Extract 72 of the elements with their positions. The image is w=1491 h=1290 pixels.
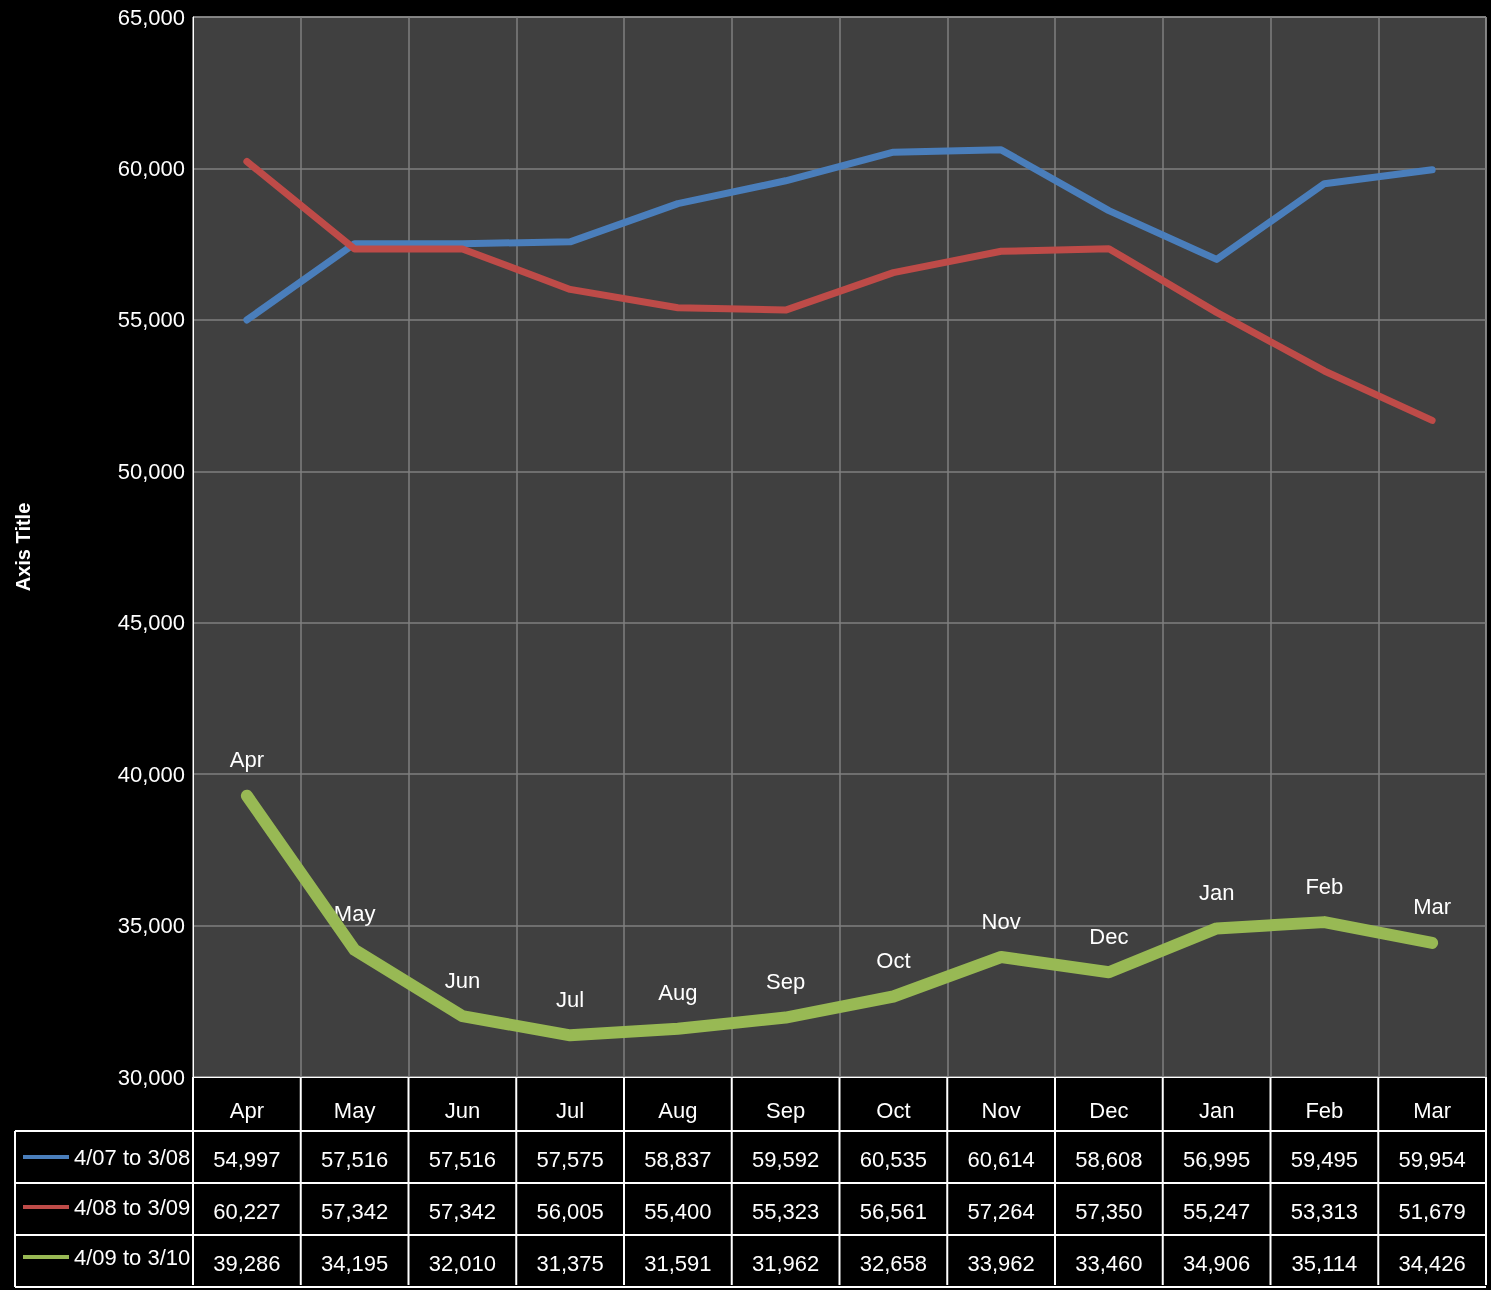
x-tick-label: Jan [1198,1097,1235,1123]
data-label: 59,495 [1290,1146,1359,1172]
y-tick-label: 65,000 [117,4,185,30]
x-tick-label: Nov [981,1097,1021,1123]
annotation: Jun [444,967,481,993]
annotation: May [333,901,376,927]
data-label: 57,342 [320,1198,389,1224]
x-tick-label: Oct [876,1097,911,1123]
annotation: Feb [1305,873,1344,899]
annotation: Sep [766,969,806,995]
x-tick-label: Dec [1089,1097,1129,1123]
annotation: Jan [1198,879,1235,905]
data-label: 56,561 [859,1198,928,1224]
data-label: 59,954 [1398,1146,1466,1172]
x-tick-label: May [333,1097,376,1123]
data-label: 60,614 [967,1146,1035,1172]
annotation: Nov [981,908,1021,934]
annotation: Dec [1089,923,1129,949]
y-tick-label: 35,000 [117,913,185,939]
legend-label: 4/08 to 3/09 [74,1194,191,1220]
x-tick-label: Jun [444,1097,481,1123]
data-label: 57,264 [967,1198,1035,1224]
annotation: Jul [556,986,585,1012]
data-label: 57,350 [1075,1198,1143,1224]
y-tick-label: 40,000 [117,761,185,787]
y-tick-label: 45,000 [117,610,185,636]
data-label: 57,342 [428,1198,497,1224]
data-label: 31,591 [644,1250,712,1276]
y-tick-label: 55,000 [117,307,185,333]
annotation: Mar [1413,894,1452,920]
data-label: 32,010 [428,1250,497,1276]
data-label: 60,227 [213,1198,281,1224]
x-tick-label: Mar [1413,1097,1452,1123]
data-label: 57,516 [320,1146,389,1172]
y-tick-label: 30,000 [117,1064,185,1090]
annotation: Aug [658,980,698,1006]
data-label: 39,286 [213,1250,281,1276]
data-label: 34,195 [320,1250,389,1276]
legend-label: 4/09 to 3/10 [74,1244,191,1270]
data-label: 35,114 [1291,1250,1358,1276]
x-tick-label: Sep [766,1097,806,1123]
data-label: 56,995 [1182,1146,1251,1172]
x-tick-label: Jul [556,1097,585,1123]
legend-label: 4/07 to 3/08 [74,1144,191,1170]
y-tick-label: 60,000 [117,155,185,181]
data-label: 60,535 [859,1146,928,1172]
data-label: 57,575 [536,1146,604,1172]
data-label: 31,375 [536,1250,604,1276]
y-tick-label: 50,000 [117,458,185,484]
data-label: 53,313 [1290,1198,1359,1224]
x-tick-label: Aug [658,1097,698,1123]
data-label: 33,460 [1075,1250,1143,1276]
data-label: 57,516 [428,1146,497,1172]
data-label: 58,608 [1075,1146,1143,1172]
data-label: 32,658 [859,1250,928,1276]
data-label: 34,426 [1398,1250,1466,1276]
x-tick-label: Feb [1305,1097,1344,1123]
data-label: 54,997 [213,1146,281,1172]
annotation: Oct [876,948,911,973]
x-tick-label: Apr [229,1097,264,1123]
data-label: 34,906 [1182,1250,1251,1276]
data-label: 56,005 [536,1198,604,1224]
data-label: 31,962 [751,1250,820,1276]
data-label: 33,962 [967,1250,1035,1276]
y-axis-title: Axis Title [12,502,34,592]
data-label: 59,592 [751,1146,820,1172]
data-label: 51,679 [1398,1198,1466,1224]
data-label: 55,323 [751,1198,820,1224]
data-label: 55,247 [1182,1198,1251,1224]
data-label: 58,837 [644,1146,712,1172]
data-label: 55,400 [644,1198,712,1224]
annotation: Apr [229,747,264,773]
